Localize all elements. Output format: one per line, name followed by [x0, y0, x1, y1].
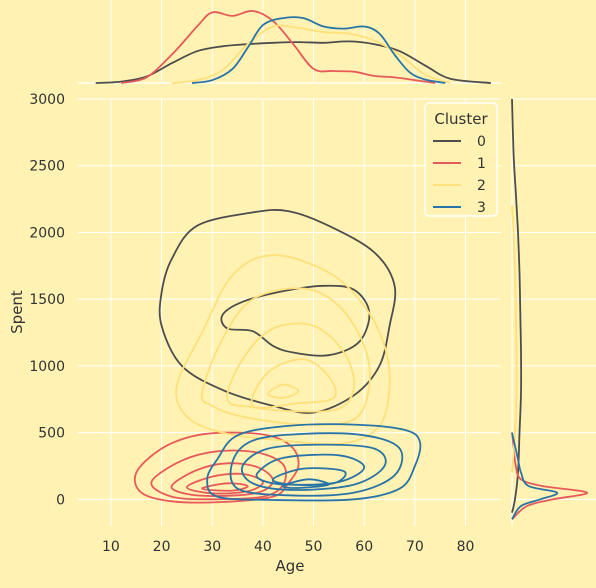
- series-3-contours: [206, 423, 422, 502]
- x-tick-label: 40: [254, 539, 272, 555]
- marginal-x-curve-0: [95, 40, 491, 84]
- main-panel: 10 20 30 40 50 60 70 80 05001000150020002500300…: [8, 92, 501, 575]
- contour-line: [220, 284, 371, 357]
- legend-entries: 0 1 2 3: [433, 134, 486, 216]
- contour-line: [282, 478, 330, 489]
- x-tick-label: 50: [305, 539, 323, 555]
- legend-title: Cluster: [434, 110, 488, 128]
- contour-line: [241, 443, 387, 491]
- contour-line: [200, 287, 371, 426]
- y-axis-label: Spent: [8, 290, 26, 334]
- contour-line: [133, 431, 300, 504]
- marginal-x-curve-2: [171, 24, 451, 84]
- contour-line: [250, 358, 337, 409]
- legend: Cluster 0 1 2 3: [424, 102, 498, 217]
- series-0-contours: [158, 209, 397, 414]
- y-tick-label: 2500: [29, 159, 65, 175]
- contour-line: [267, 383, 300, 399]
- contour-line: [150, 449, 287, 501]
- contour-line: [201, 482, 249, 492]
- y-tick-label: 1500: [29, 292, 65, 308]
- series-2-contours: [175, 254, 391, 446]
- marginal-y-panel: [511, 98, 596, 526]
- y-tick-label: 2000: [29, 225, 65, 241]
- x-tick-label: 30: [203, 539, 221, 555]
- legend-label-3: 3: [477, 200, 486, 216]
- x-tick-label: 60: [355, 539, 373, 555]
- marginal-x-curve-3: [191, 16, 446, 84]
- contour-line: [206, 423, 422, 502]
- legend-label-1: 1: [477, 156, 486, 172]
- x-tick-label: 80: [457, 539, 475, 555]
- contour-line: [158, 209, 397, 414]
- y-tick-label: 3000: [29, 92, 65, 108]
- contour-line: [272, 467, 347, 486]
- contours: [133, 209, 422, 504]
- x-axis-label: Age: [275, 557, 304, 575]
- legend-box: [424, 102, 498, 217]
- marginal-x-panel: [78, 0, 501, 84]
- contour-line: [175, 254, 391, 446]
- x-tick-label: 70: [406, 539, 424, 555]
- y-tick-labels: 0 500 1000 1500 2000 2500 3000: [29, 92, 65, 508]
- x-tick-labels: 10 20 30 40 50 60 70 80: [102, 539, 474, 555]
- legend-label-0: 0: [477, 134, 486, 150]
- x-tick-label: 10: [102, 539, 120, 555]
- contour-line: [226, 322, 356, 413]
- x-tick-label: 20: [153, 539, 171, 555]
- legend-label-2: 2: [477, 178, 486, 194]
- y-tick-label: 0: [56, 492, 65, 508]
- contour-line: [229, 432, 404, 497]
- marginal-y-curve-3: [511, 432, 559, 520]
- y-tick-label: 1000: [29, 359, 65, 375]
- contour-line: [255, 453, 366, 486]
- marginal-x-curve-1: [120, 10, 436, 84]
- marginal-y-curve-2: [511, 205, 518, 473]
- y-tick-label: 500: [38, 426, 65, 442]
